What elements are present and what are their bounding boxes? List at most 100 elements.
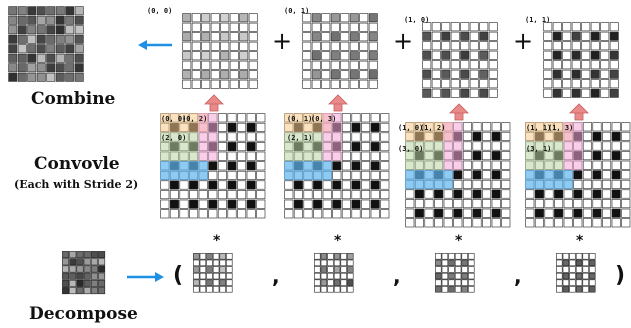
output-grid-cell [450,69,460,79]
output-grid-cell [552,50,562,60]
output-grid-cell [441,69,451,79]
convolve-panel-cell [198,209,208,219]
convolve-panel-cell [380,199,390,209]
convolve-panel-cell [332,209,342,219]
convolve-panel-cell [208,199,218,209]
output-grid-cell [248,13,258,23]
convolve-panel-cell [501,160,511,170]
kernel-cell [212,266,220,273]
output-grid-cell [469,50,479,60]
convolve-panel-cell [361,113,371,123]
output-grid-cell [441,31,451,41]
convolve-panel-cell [284,180,294,190]
output-grid-cell [562,60,572,70]
output-grid-cell [469,31,479,41]
output-grid-cell [368,51,378,61]
convolve-panel-cell [501,131,511,141]
kernel-cell [562,272,570,280]
output-grid-cell [609,31,619,41]
convolve-panel-cell [351,132,361,142]
convolve-label: Convovle [34,154,120,174]
input-image-cell [90,272,98,280]
convolve-panel-cell [179,180,189,190]
convolve-panel-cell [198,190,208,200]
convolve-panel-cell [256,209,266,219]
convolve-panel-cell [602,131,612,141]
output-grid-cell [182,51,192,61]
kernel-cell [461,266,468,273]
kernel-cell [454,253,462,260]
convolve-panel-cell [303,199,313,209]
convolve-panel-cell [217,132,227,142]
output-grid-cell [321,79,331,89]
convolve-panel-cell [482,122,492,132]
input-image-cell [90,265,98,273]
convolve-panel-cell [592,218,602,228]
output-coord-label: (0, 1) [284,7,310,15]
combined-image-cell [8,44,18,54]
highlight-pink [443,122,463,170]
kernel-cell [314,286,321,293]
output-grid-cell [210,32,220,42]
output-grid-cell [543,41,553,51]
convolve-panel-cell [414,199,424,209]
convolve-panel-cell [370,161,380,171]
output-grid-cell [422,69,432,79]
convolve-panel-cell [472,218,482,228]
convolve-panel-cell [303,209,313,219]
kernel-cell [333,253,341,260]
output-grid-cell [469,69,479,79]
kernel-cell [314,253,321,260]
convolve-panel-cell [621,170,631,180]
kernel-cell [206,253,213,260]
output-grid-cell [220,22,230,32]
convolution-star: * [455,233,463,249]
output-grid-cell [302,22,312,32]
kernel-cell [435,266,442,273]
output-grid-cell [210,41,220,51]
combined-image-cell [27,25,37,35]
output-grid-cell [220,79,230,89]
highlight-blue [160,161,208,181]
convolve-panel-cell [462,131,472,141]
convolve-panel-cell [227,180,237,190]
combined-image-cell [27,44,37,54]
convolution-star: * [213,233,221,249]
comma: , [272,264,280,288]
kernel-cell [206,259,213,267]
convolve-panel-cell [169,190,179,200]
input-image-cell [62,265,70,273]
input-image-cell [83,258,91,266]
input-image-cell [98,258,106,266]
convolve-panel-cell [246,151,256,161]
kernel-cell [448,279,455,286]
convolve-panel-cell [563,199,573,209]
output-grid-cell [182,41,192,51]
convolve-panel-cell [351,170,361,180]
output-grid-cell [349,70,359,80]
convolve-panel-cell [351,122,361,132]
highlight-blue [525,170,573,190]
convolve-panel-cell [554,199,564,209]
kernel-cell [327,279,334,286]
convolve-panel-cell [621,151,631,161]
convolve-panel-cell [573,199,583,209]
output-grid-cell [450,50,460,60]
kernel-cell [226,253,233,260]
convolve-panel-cell [491,189,501,199]
combined-image-cell [46,6,56,16]
convolve-panel-cell [341,142,351,152]
convolve-panel-cell [237,151,247,161]
kernel-cell [320,253,328,260]
convolve-panel-cell [227,161,237,171]
output-grid-cell [321,70,331,80]
output-grid-cell [210,13,220,23]
kernel-cell [454,259,462,267]
output-grid-cell [220,13,230,23]
output-grid-cell [571,22,581,32]
output-grid-cell [239,51,249,61]
combined-image-cell [65,63,75,73]
convolve-panel-cell [405,189,415,199]
output-grid-cell [488,50,498,60]
convolve-panel-cell [582,199,592,209]
